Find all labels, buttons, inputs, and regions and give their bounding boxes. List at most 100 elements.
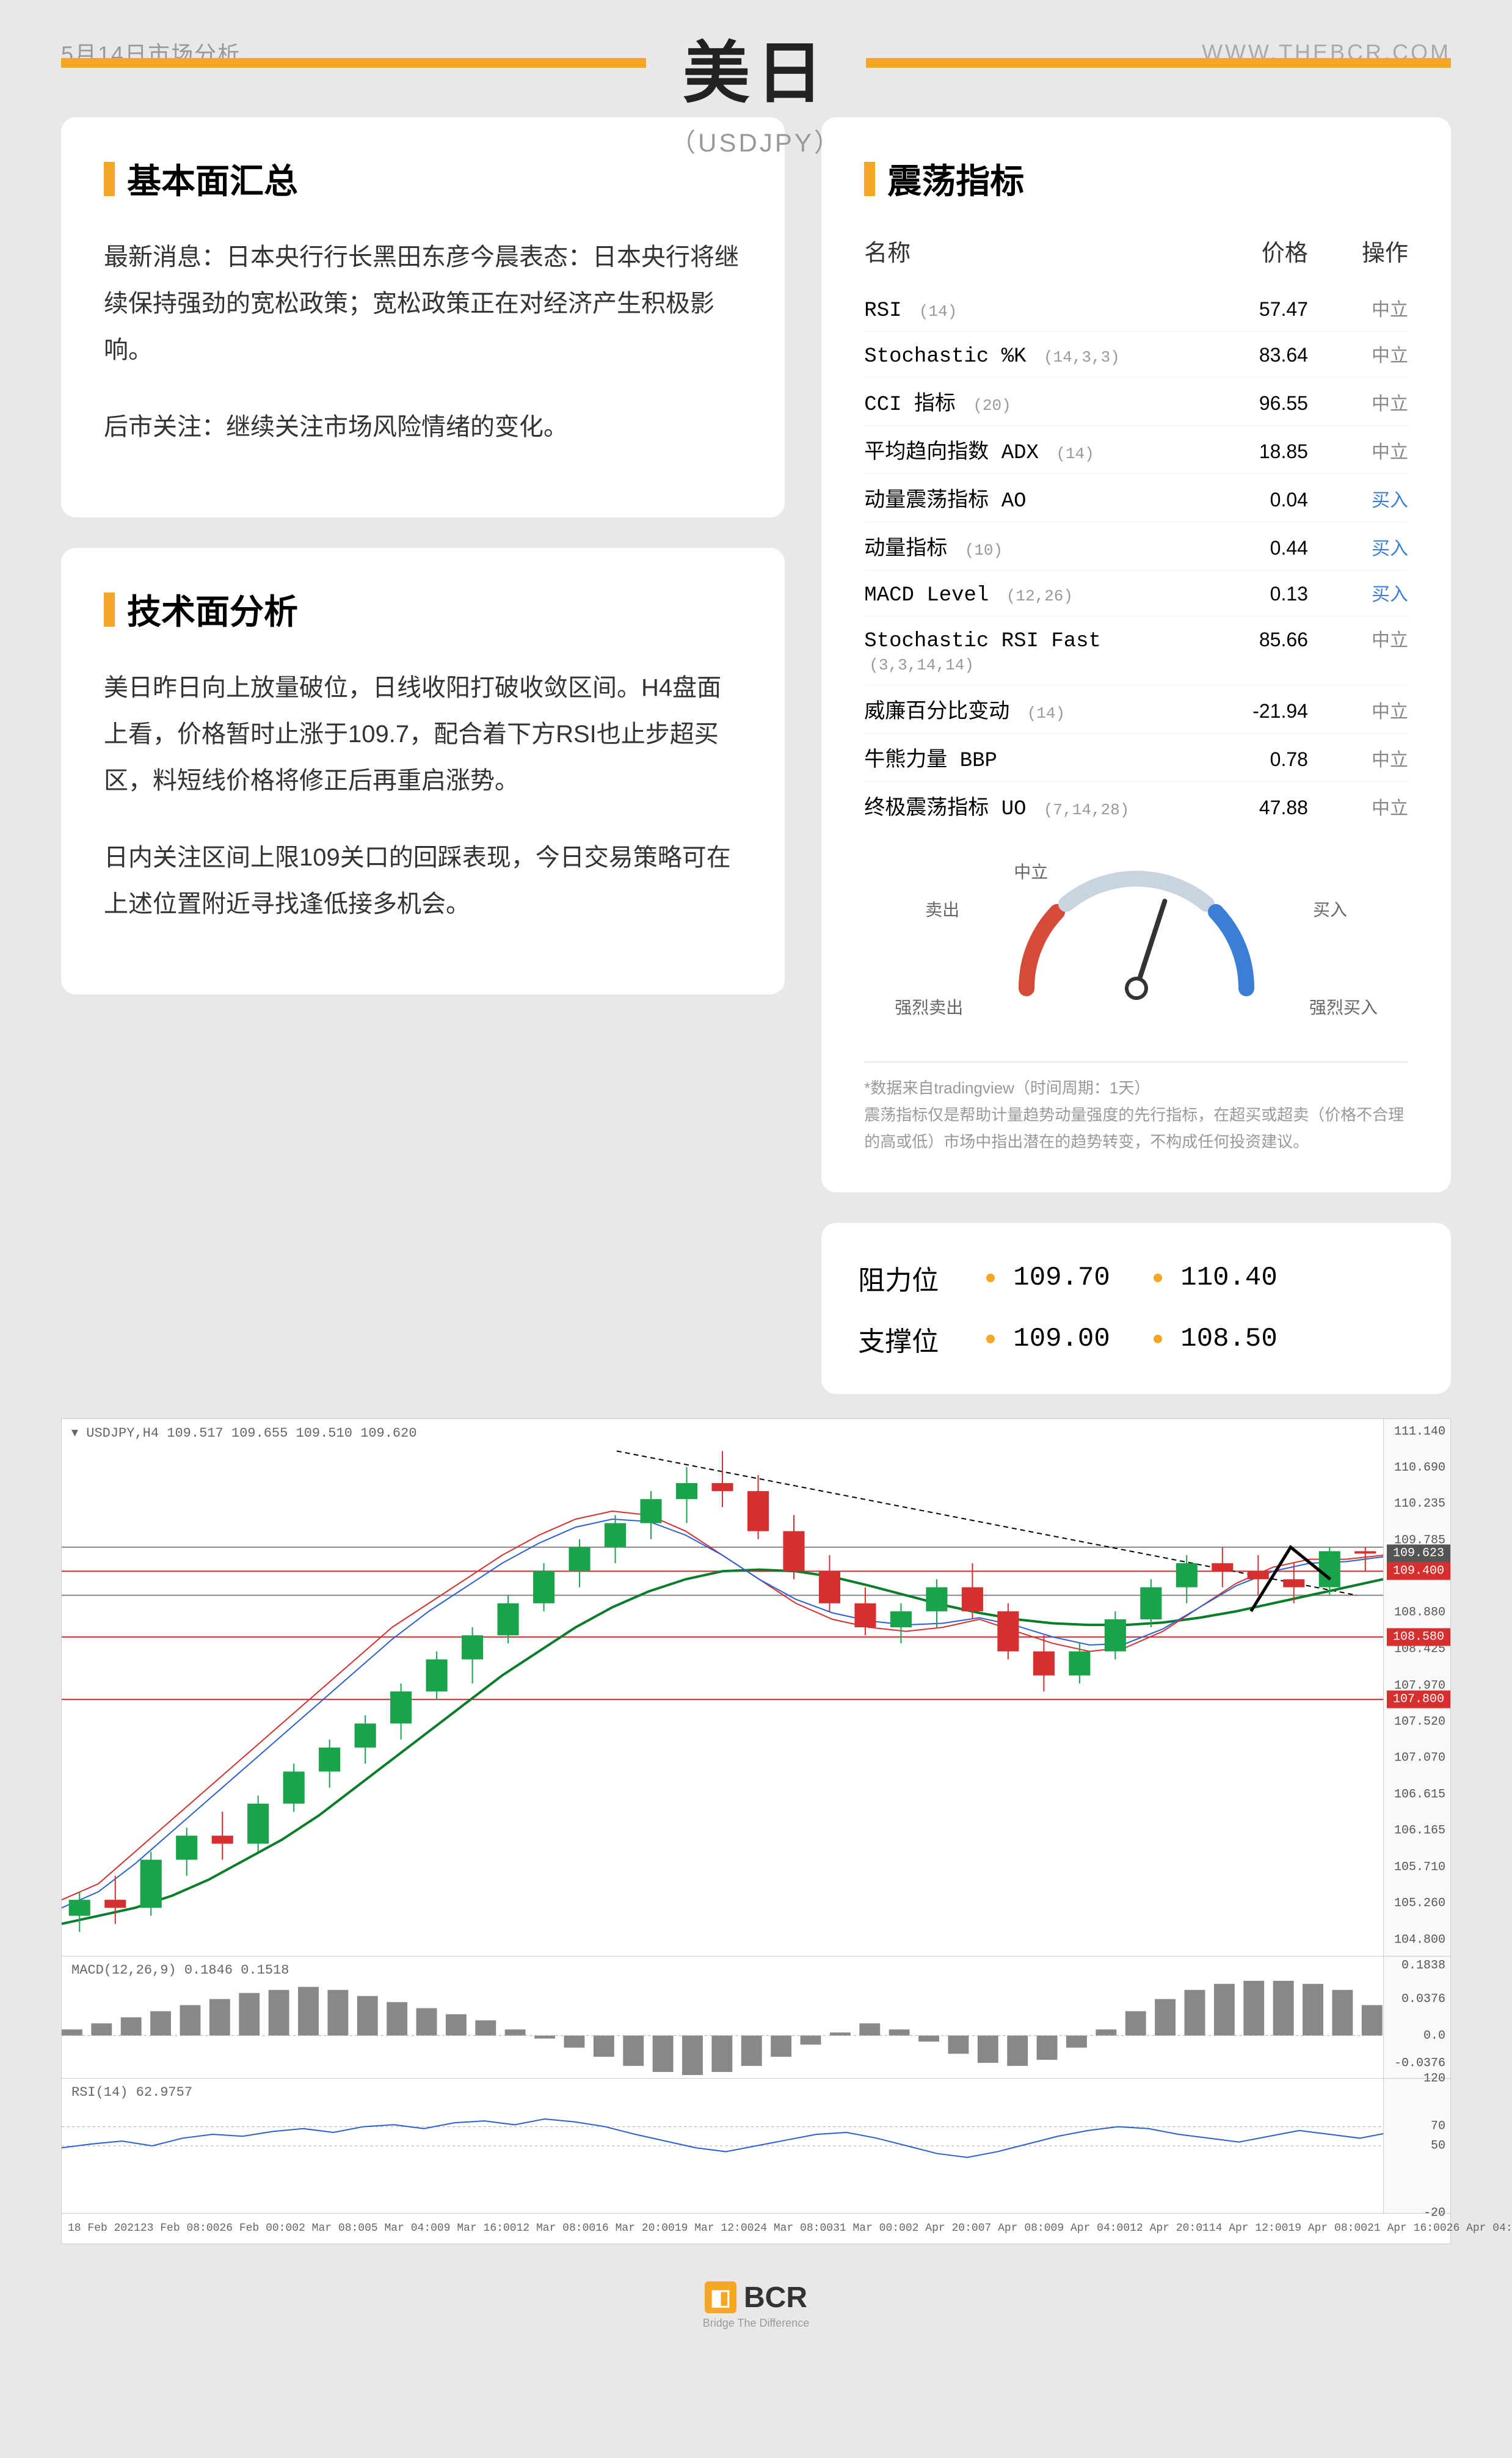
ind-action: 中立 [1308, 294, 1408, 321]
ind-action: 买入 [1308, 579, 1408, 606]
technical-p1: 美日昨日向上放量破位，日线收阳打破收敛区间。H4盘面上看，价格暂时止涨于109.… [104, 665, 742, 804]
ind-action: 中立 [1308, 745, 1408, 771]
y-tick: 105.260 [1394, 1896, 1445, 1910]
rsi-ytick: -20 [1423, 2206, 1445, 2220]
y-tick: 111.140 [1394, 1424, 1445, 1439]
support-row: 支撑位 109.00 108.50 [858, 1308, 1414, 1369]
disclaimer: *数据来自tradingview（时间周期：1天） 震荡指标仅是帮助计量趋势动量… [864, 1062, 1408, 1156]
bullet-icon [1154, 1335, 1162, 1343]
x-tick: 18 Feb 2021 [68, 2222, 140, 2234]
rsi-panel: RSI(14) 62.9757 1207050-20 [62, 2079, 1450, 2213]
table-row: 动量指标 (10) 0.44 买入 [864, 522, 1408, 571]
fundamentals-title: 基本面汇总 [104, 154, 742, 203]
fundamentals-body: 最新消息：日本央行行长黑田东彦今晨表态：日本央行将继续保持强劲的宽松政策；宽松政… [104, 234, 742, 450]
macd-ytick: 0.1838 [1401, 1958, 1445, 1972]
y-tick: 107.070 [1394, 1751, 1445, 1765]
page-title: 美日 [670, 18, 842, 116]
x-tick: 12 Mar 08:00 [517, 2222, 596, 2234]
disclaimer-2: 震荡指标仅是帮助计量趋势动量强度的先行指标，在超买或超卖（价格不合理的高或低）市… [864, 1101, 1408, 1155]
x-tick: 19 Mar 12:00 [675, 2222, 754, 2234]
ind-price: 0.04 [1193, 489, 1308, 511]
gauge-strong-sell: 强烈卖出 [895, 994, 963, 1019]
x-tick: 7 Apr 08:00 [985, 2222, 1058, 2234]
price-now-tag: 109.623 [1387, 1544, 1450, 1562]
s1: 109.00 [1013, 1324, 1135, 1354]
ind-price: 0.78 [1193, 748, 1308, 771]
ind-action: 中立 [1308, 625, 1408, 652]
left-column: 基本面汇总 最新消息：日本央行行长黑田东彦今晨表态：日本央行将继续保持强劲的宽松… [61, 117, 785, 1394]
ind-name: 威廉百分比变动 (14) [864, 694, 1193, 724]
accent-bar-icon [864, 162, 875, 196]
ind-name: RSI (14) [864, 299, 1193, 323]
ind-price: 57.47 [1193, 298, 1308, 321]
technical-body: 美日昨日向上放量破位，日线收阳打破收敛区间。H4盘面上看，价格暂时止涨于109.… [104, 665, 742, 927]
logo-icon: ◧ [705, 2281, 736, 2313]
rsi-ytick: 50 [1431, 2139, 1445, 2153]
footer-tagline: Bridge The Difference [0, 2317, 1512, 2330]
macd-ytick: 0.0 [1423, 2029, 1445, 2043]
page: 5月14日市场分析 美日 （USDJPY） WWW.THEBCR.COM 基本面… [0, 0, 1512, 2366]
y-tick: 108.880 [1394, 1606, 1445, 1620]
chart-panel: ▾ USDJPY,H4 109.517 109.655 109.510 109.… [61, 1418, 1451, 2244]
macd-ytick: 0.0376 [1401, 1992, 1445, 2006]
x-tick: 19 Apr 08:00 [1288, 2222, 1367, 2234]
oscillators-title-text: 震荡指标 [887, 154, 1024, 203]
ind-name: 动量震荡指标 AO [864, 483, 1193, 513]
content: 基本面汇总 最新消息：日本央行行长黑田东彦今晨表态：日本央行将继续保持强劲的宽松… [0, 93, 1512, 1406]
y-tick: 110.235 [1394, 1497, 1445, 1511]
ind-action: 中立 [1308, 340, 1408, 367]
header: 5月14日市场分析 美日 （USDJPY） WWW.THEBCR.COM [0, 0, 1512, 93]
fundamentals-p2: 后市关注：继续关注市场风险情绪的变化。 [104, 404, 742, 450]
ind-name: 动量指标 (10) [864, 531, 1193, 561]
gauge-sell: 卖出 [925, 897, 959, 921]
footer: ◧ BCR Bridge The Difference [0, 2256, 1512, 2342]
chart-svg [62, 1419, 1383, 1956]
rsi-svg [62, 2079, 1450, 2213]
rsi-ytick: 120 [1423, 2071, 1445, 2085]
x-tick: 5 Mar 04:00 [371, 2222, 444, 2234]
ind-price: 85.66 [1193, 629, 1308, 651]
macd-y-axis: 0.1838 0.0376 0.0 -0.0376 [1383, 1957, 1450, 2078]
y-tick: 106.165 [1394, 1824, 1445, 1838]
gauge: 强烈卖出 卖出 中立 买入 强烈买入 [864, 854, 1408, 1049]
hline-tag: 107.800 [1387, 1691, 1450, 1709]
gauge-neutral: 中立 [1014, 859, 1048, 883]
header-center: 美日 （USDJPY） [670, 18, 842, 159]
x-tick: 21 Apr 16:00 [1367, 2222, 1447, 2234]
technical-card: 技术面分析 美日昨日向上放量破位，日线收阳打破收敛区间。H4盘面上看，价格暂时止… [61, 548, 785, 994]
ind-name: 牛熊力量 BBP [864, 742, 1193, 773]
rsi-ytick: 70 [1431, 2120, 1445, 2134]
x-tick: 2 Mar 08:00 [299, 2222, 371, 2234]
fundamentals-card: 基本面汇总 最新消息：日本央行行长黑田东彦今晨表态：日本央行将继续保持强劲的宽松… [61, 117, 785, 517]
table-row: 牛熊力量 BBP 0.78 中立 [864, 734, 1408, 782]
right-column: 震荡指标 名称 价格 操作 RSI (14) 57.47 中立Stochasti… [821, 117, 1451, 1394]
table-row: 终极震荡指标 UO (7,14,28) 47.88 中立 [864, 782, 1408, 830]
ind-action: 中立 [1308, 696, 1408, 723]
candle-area [62, 1419, 1383, 1956]
technical-p2: 日内关注区间上限109关口的回踩表现，今日交易策略可在上述位置附近寻找逢低接多机… [104, 834, 742, 927]
y-tick: 105.710 [1394, 1860, 1445, 1874]
x-axis: 18 Feb 202123 Feb 08:0026 Feb 00:002 Mar… [62, 2213, 1450, 2244]
x-tick: 14 Apr 12:00 [1209, 2222, 1288, 2234]
ind-name: Stochastic %K (14,3,3) [864, 345, 1193, 368]
levels-card: 阻力位 109.70 110.40 支撑位 109.00 108.50 [821, 1223, 1451, 1394]
x-tick: 26 Feb 00:00 [219, 2222, 299, 2234]
table-row: RSI (14) 57.47 中立 [864, 286, 1408, 332]
y-tick: 107.520 [1394, 1715, 1445, 1729]
macd-panel: MACD(12,26,9) 0.1846 0.1518 0.18380.0376… [62, 1957, 1450, 2079]
indicators-table: 名称 价格 操作 RSI (14) 57.47 中立 Stochastic %K … [864, 234, 1408, 830]
macd-ytick: -0.0376 [1394, 2056, 1445, 2070]
x-tick: 24 Mar 08:00 [754, 2222, 833, 2234]
x-tick: 31 Mar 00:00 [833, 2222, 912, 2234]
table-row: MACD Level (12,26) 0.13 买入 [864, 571, 1408, 616]
header-accent-right [866, 58, 1451, 68]
table-row: Stochastic RSI Fast (3,3,14,14) 85.66 中立 [864, 616, 1408, 685]
table-row: CCI 指标 (20) 96.55 中立 [864, 377, 1408, 426]
y-tick: 110.690 [1394, 1461, 1445, 1475]
ind-price: 0.13 [1193, 583, 1308, 605]
bullet-icon [986, 1335, 995, 1343]
x-tick: 9 Apr 04:00 [1057, 2222, 1130, 2234]
footer-brand: BCR [744, 2281, 807, 2314]
table-header: 名称 价格 操作 [864, 234, 1408, 274]
ind-action: 中立 [1308, 437, 1408, 464]
